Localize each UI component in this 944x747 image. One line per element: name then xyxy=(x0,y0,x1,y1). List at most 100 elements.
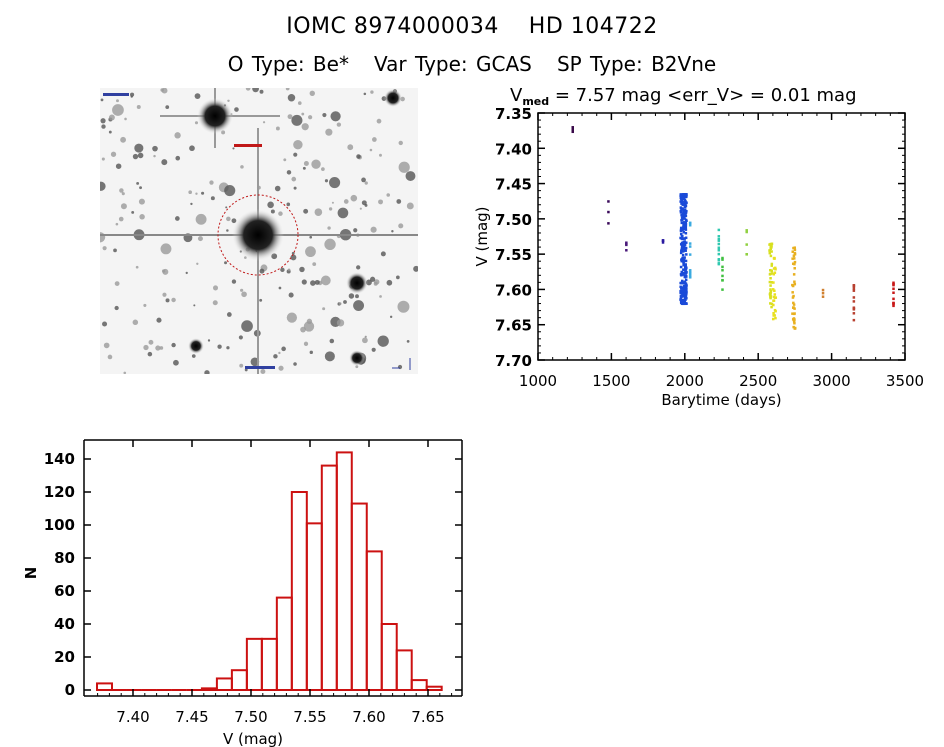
data-point xyxy=(852,289,856,292)
data-point xyxy=(772,314,775,317)
data-point xyxy=(683,240,686,243)
hist-x-tick-label: 7.40 xyxy=(116,708,149,726)
data-point xyxy=(681,227,684,230)
histogram-bar xyxy=(395,649,413,692)
data-point xyxy=(680,216,684,219)
lightcurve-group-2 xyxy=(625,241,628,252)
field-star xyxy=(130,95,133,98)
histogram-bar xyxy=(200,687,218,691)
data-point xyxy=(679,196,683,200)
field-star xyxy=(115,163,122,169)
data-point xyxy=(683,200,686,204)
data-point xyxy=(681,257,684,261)
field-star xyxy=(217,344,222,349)
data-point xyxy=(684,193,687,196)
data-point xyxy=(769,291,772,295)
data-point xyxy=(680,196,683,199)
data-point xyxy=(683,293,686,297)
data-point xyxy=(680,227,683,231)
data-point xyxy=(745,243,748,246)
field-star xyxy=(293,362,297,366)
data-point xyxy=(792,257,796,260)
data-point xyxy=(680,286,683,290)
histogram-bar xyxy=(425,685,443,692)
data-point xyxy=(717,237,721,241)
data-point xyxy=(793,327,797,330)
data-point xyxy=(682,301,685,305)
data-point xyxy=(773,308,777,312)
data-point xyxy=(793,262,796,266)
data-point xyxy=(684,193,687,196)
data-point xyxy=(680,249,683,252)
histogram-bar xyxy=(350,502,368,691)
bright-star xyxy=(349,350,365,366)
field-star xyxy=(380,251,386,257)
data-point xyxy=(679,243,683,246)
data-point xyxy=(793,260,797,264)
lightcurve-group-3 xyxy=(661,239,665,244)
field-star xyxy=(155,345,161,351)
data-point xyxy=(680,241,684,245)
data-point xyxy=(684,193,688,196)
data-point xyxy=(683,266,687,269)
data-point xyxy=(770,264,774,267)
field-star xyxy=(112,104,124,116)
field-star xyxy=(286,312,298,323)
field-star xyxy=(123,371,127,374)
data-point xyxy=(684,302,687,305)
data-point xyxy=(772,299,776,302)
field-star xyxy=(136,181,140,185)
data-point xyxy=(688,221,692,225)
data-point xyxy=(680,245,684,248)
hist-y-tick-label: 0 xyxy=(65,681,75,699)
data-point xyxy=(681,253,685,257)
data-point xyxy=(684,302,688,305)
data-point xyxy=(688,242,692,245)
data-point xyxy=(682,193,685,196)
data-point xyxy=(793,248,797,252)
field-star xyxy=(234,107,239,112)
field-star xyxy=(285,88,290,91)
data-point xyxy=(685,286,688,290)
data-point xyxy=(679,200,682,203)
field-star xyxy=(108,130,112,134)
data-point xyxy=(683,221,686,224)
data-point xyxy=(680,202,683,205)
data-point xyxy=(683,302,686,305)
hist-y-tick-label: 40 xyxy=(54,615,75,633)
data-point xyxy=(680,198,683,202)
field-star xyxy=(338,302,342,305)
data-point xyxy=(681,250,685,253)
data-point xyxy=(683,302,686,305)
data-point xyxy=(680,248,684,251)
data-point xyxy=(792,301,795,305)
field-star xyxy=(259,268,265,274)
field-star xyxy=(291,176,297,182)
data-point xyxy=(768,280,772,284)
field-star xyxy=(363,92,367,96)
field-star xyxy=(343,300,347,304)
data-point xyxy=(769,294,772,297)
data-point xyxy=(793,321,796,325)
data-point xyxy=(892,302,895,306)
data-point xyxy=(683,214,686,217)
data-point xyxy=(769,272,772,276)
data-point xyxy=(745,230,748,234)
data-point xyxy=(679,229,683,233)
field-star xyxy=(118,216,124,222)
data-point xyxy=(682,272,685,275)
lightcurve-group-13 xyxy=(852,284,856,322)
data-point xyxy=(769,277,772,280)
data-point xyxy=(681,196,685,200)
field-star xyxy=(270,209,275,214)
data-point xyxy=(792,273,796,276)
y-tick-label: 7.50 xyxy=(495,211,532,229)
data-point xyxy=(681,292,684,296)
field-star xyxy=(134,143,144,153)
data-point xyxy=(684,225,688,228)
field-star xyxy=(159,346,164,350)
data-point xyxy=(679,251,683,255)
corner-label-mark xyxy=(103,93,129,96)
data-point xyxy=(774,266,777,270)
field-star xyxy=(398,161,410,173)
